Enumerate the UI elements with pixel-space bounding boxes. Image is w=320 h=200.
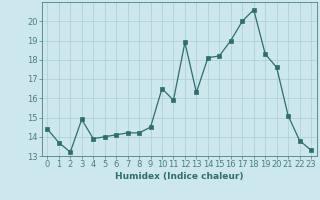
X-axis label: Humidex (Indice chaleur): Humidex (Indice chaleur) (115, 172, 244, 181)
